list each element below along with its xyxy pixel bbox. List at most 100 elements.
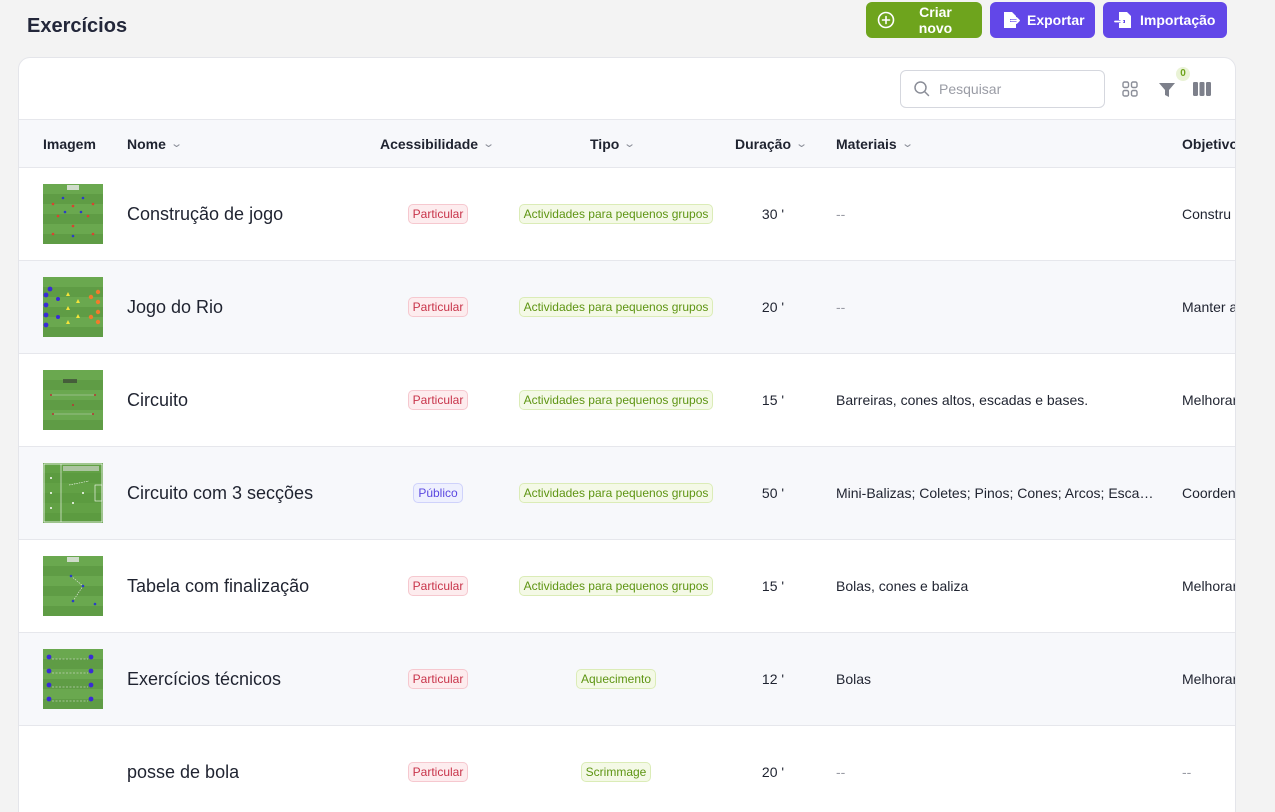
- chevron-down-icon: ⌄: [170, 138, 183, 150]
- accessibility-cell: Particular: [379, 261, 497, 353]
- accessibility-badge: Particular: [407, 576, 469, 596]
- table-row[interactable]: posse de bola Particular Scrimmage 20 ' …: [19, 726, 1235, 812]
- materials-cell: --: [836, 261, 1166, 353]
- materials-cell: Barreiras, cones altos, escadas e bases.: [836, 354, 1166, 446]
- materials-cell: Bolas: [836, 633, 1166, 725]
- columns-icon[interactable]: [1192, 80, 1212, 98]
- create-new-label: Criar novo: [918, 4, 953, 36]
- materials-cell: Bolas, cones e baliza: [836, 540, 1166, 632]
- search-box[interactable]: [900, 70, 1105, 108]
- column-header-materials-label: Materiais: [836, 135, 897, 152]
- accessibility-cell: Particular: [379, 168, 497, 260]
- type-cell: Actividades para pequenos grupos: [516, 354, 716, 446]
- chevron-down-icon: ⌄: [900, 138, 914, 150]
- column-header-name[interactable]: Nome ⌄: [127, 120, 183, 167]
- materials-cell: --: [836, 168, 1166, 260]
- export-button[interactable]: Exportar: [990, 2, 1095, 38]
- type-badge: Actividades para pequenos grupos: [518, 390, 714, 410]
- duration-cell: 20 ': [761, 299, 785, 315]
- type-badge: Actividades para pequenos grupos: [518, 576, 714, 596]
- accessibility-cell: Particular: [379, 354, 497, 446]
- duration-cell: 50 ': [761, 485, 785, 501]
- grid-view-icon[interactable]: [1121, 80, 1139, 98]
- exercise-thumbnail[interactable]: [43, 277, 103, 337]
- table-row[interactable]: Exercícios técnicos Particular Aquecimen…: [19, 633, 1235, 726]
- column-header-accessibility[interactable]: Acessibilidade ⌄: [380, 120, 496, 167]
- objective-cell: Melhorar: [1182, 392, 1236, 408]
- column-header-objective-label: Objetivo: [1182, 135, 1236, 152]
- table-row[interactable]: Tabela com finalização Particular Activi…: [19, 540, 1235, 633]
- type-badge: Actividades para pequenos grupos: [518, 204, 714, 224]
- image-cell: [43, 540, 103, 632]
- create-new-button[interactable]: Criar novo: [866, 2, 982, 38]
- materials-text: Barreiras, cones altos, escadas e bases.: [836, 392, 1089, 408]
- column-header-type-label: Tipo: [590, 135, 620, 152]
- exercise-thumbnail[interactable]: [43, 649, 103, 709]
- exercise-name[interactable]: posse de bola: [127, 761, 240, 782]
- exercise-name[interactable]: Tabela com finalização: [127, 575, 310, 596]
- column-header-type[interactable]: Tipo ⌄: [590, 120, 637, 167]
- type-cell: Actividades para pequenos grupos: [516, 540, 716, 632]
- column-header-materials[interactable]: Materiais ⌄: [836, 120, 914, 167]
- column-header-name-label: Nome: [127, 135, 166, 152]
- import-button[interactable]: Importação: [1103, 2, 1227, 38]
- column-header-duration[interactable]: Duração ⌄: [735, 120, 809, 167]
- type-badge: Scrimmage: [580, 762, 652, 782]
- exercise-thumbnail[interactable]: [43, 556, 103, 616]
- table-row[interactable]: Circuito com 3 secções Público Actividad…: [19, 447, 1235, 540]
- exercise-thumbnail[interactable]: [43, 370, 103, 430]
- export-label: Exportar: [1027, 12, 1085, 28]
- type-badge: Aquecimento: [575, 669, 657, 689]
- accessibility-cell: Público: [379, 447, 497, 539]
- search-input[interactable]: [939, 81, 1089, 97]
- column-header-duration-label: Duração: [735, 135, 792, 152]
- page-title: Exercícios: [27, 15, 128, 37]
- exercise-name[interactable]: Exercícios técnicos: [127, 668, 282, 689]
- image-cell: [43, 726, 103, 812]
- image-cell: [43, 354, 103, 446]
- materials-text: --: [836, 299, 846, 315]
- type-badge: Actividades para pequenos grupos: [518, 297, 714, 317]
- chevron-down-icon: ⌄: [795, 138, 809, 150]
- search-icon: [914, 81, 930, 97]
- accessibility-badge: Particular: [407, 297, 469, 317]
- exercise-name[interactable]: Jogo do Rio: [127, 296, 224, 317]
- objective-cell: Coorden: [1182, 485, 1236, 501]
- filter-icon[interactable]: [1157, 80, 1177, 100]
- chevron-down-icon: ⌄: [482, 138, 496, 150]
- type-cell: Aquecimento: [516, 633, 716, 725]
- accessibility-cell: Particular: [379, 540, 497, 632]
- duration-cell: 15 ': [761, 578, 785, 594]
- import-label: Importação: [1140, 12, 1216, 28]
- exercise-thumbnail[interactable]: [43, 184, 103, 244]
- duration-cell: 20 ': [761, 764, 785, 780]
- duration-cell: 12 ': [761, 671, 785, 687]
- column-header-objective[interactable]: Objetivo: [1182, 120, 1236, 167]
- column-header-image: Imagem: [43, 120, 96, 167]
- materials-text: --: [836, 206, 846, 222]
- table-row[interactable]: Circuito Particular Actividades para peq…: [19, 354, 1235, 447]
- materials-text: Bolas: [836, 671, 872, 687]
- accessibility-badge: Público: [413, 483, 463, 503]
- table-toolbar: 0: [19, 58, 1235, 119]
- import-icon: [1114, 12, 1131, 28]
- image-cell: [43, 261, 103, 353]
- image-cell: [43, 447, 103, 539]
- accessibility-cell: Particular: [379, 633, 497, 725]
- objective-cell: --: [1182, 764, 1192, 780]
- type-cell: Actividades para pequenos grupos: [516, 168, 716, 260]
- materials-cell: --: [836, 726, 1166, 812]
- exercise-name[interactable]: Circuito: [127, 389, 189, 410]
- exercise-name[interactable]: Construção de jogo: [127, 203, 284, 224]
- exercise-thumbnail[interactable]: [43, 463, 103, 523]
- objective-cell: Melhorar: [1182, 671, 1236, 687]
- duration-cell: 30 ': [761, 206, 785, 222]
- table-row[interactable]: Construção de jogo Particular Actividade…: [19, 168, 1235, 261]
- table-row[interactable]: Jogo do Rio Particular Actividades para …: [19, 261, 1235, 354]
- objective-cell: Constru: [1182, 206, 1232, 222]
- accessibility-badge: Particular: [407, 390, 469, 410]
- exercise-name[interactable]: Circuito com 3 secções: [127, 482, 314, 503]
- type-badge: Actividades para pequenos grupos: [518, 483, 714, 503]
- type-cell: Actividades para pequenos grupos: [516, 261, 716, 353]
- chevron-down-icon: ⌄: [623, 138, 637, 150]
